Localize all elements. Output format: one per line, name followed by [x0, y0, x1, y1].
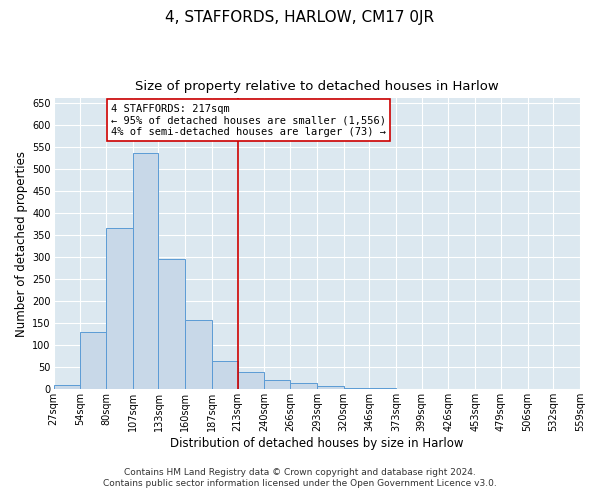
X-axis label: Distribution of detached houses by size in Harlow: Distribution of detached houses by size …: [170, 437, 464, 450]
Bar: [290, 382, 317, 390]
Bar: [265, 380, 290, 390]
Bar: [158, 259, 185, 390]
Text: Contains HM Land Registry data © Crown copyright and database right 2024.
Contai: Contains HM Land Registry data © Crown c…: [103, 468, 497, 487]
Y-axis label: Number of detached properties: Number of detached properties: [15, 151, 28, 337]
Text: 4 STAFFORDS: 217sqm
← 95% of detached houses are smaller (1,556)
4% of semi-deta: 4 STAFFORDS: 217sqm ← 95% of detached ho…: [111, 104, 386, 137]
Text: 4, STAFFORDS, HARLOW, CM17 0JR: 4, STAFFORDS, HARLOW, CM17 0JR: [166, 10, 434, 25]
Bar: [80, 332, 106, 390]
Bar: [133, 154, 158, 390]
Bar: [53, 385, 80, 390]
Bar: [369, 388, 396, 390]
Bar: [212, 360, 238, 390]
Bar: [238, 372, 265, 390]
Bar: [317, 386, 344, 390]
Bar: [344, 388, 369, 390]
Bar: [185, 320, 212, 390]
Title: Size of property relative to detached houses in Harlow: Size of property relative to detached ho…: [135, 80, 499, 93]
Bar: [106, 228, 133, 390]
